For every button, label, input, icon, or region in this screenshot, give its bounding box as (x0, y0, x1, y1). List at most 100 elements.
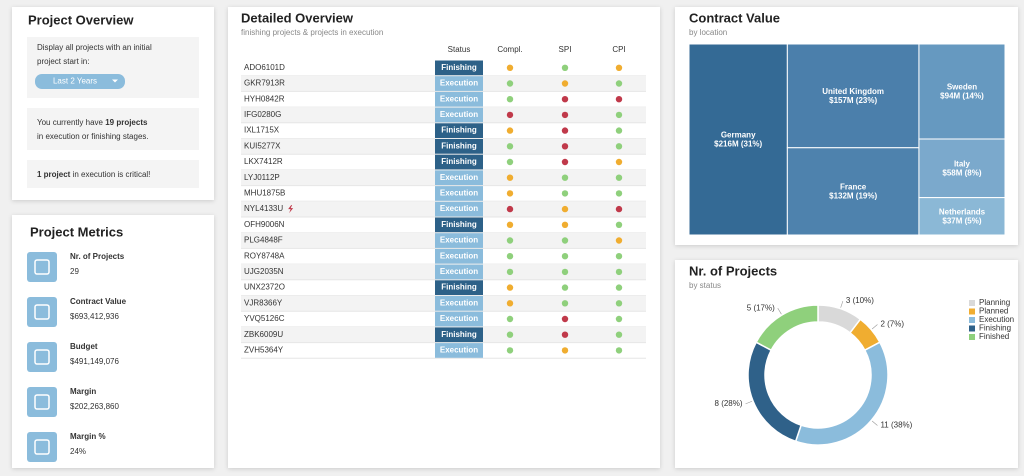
status-dot (561, 143, 569, 150)
status-label: Finishing (441, 283, 477, 292)
status-badge (435, 154, 483, 170)
status-label: Finishing (441, 157, 477, 166)
status-dot (615, 237, 623, 244)
status-dot (615, 111, 623, 119)
tile-label: Sweden (947, 83, 977, 92)
critical-icon (288, 205, 294, 214)
project-id: ZBK6009U (244, 330, 283, 339)
tile-label: Netherlands (939, 207, 986, 216)
treemap-tile (786, 43, 920, 149)
metric-icon (27, 297, 57, 327)
status-dot (561, 331, 569, 338)
status-dot (506, 96, 514, 103)
status-dot (506, 174, 514, 181)
text: Display all projects with an initial (37, 43, 152, 52)
chart-subtitle: by location (689, 28, 727, 37)
status-label: Finishing (441, 141, 477, 150)
status-label: Execution (440, 79, 478, 88)
dropdown[interactable] (35, 74, 125, 89)
status-dot (615, 221, 623, 228)
column-header: Compl. (497, 45, 522, 54)
status-label: Execution (440, 298, 478, 307)
status-dot (561, 96, 569, 103)
project-id: UJG2035N (244, 267, 284, 276)
legend-label: Planned (979, 307, 1008, 316)
status-dot (506, 300, 514, 307)
text: in execution or finishing stages. (37, 132, 149, 141)
project-id: NYL4133U (244, 204, 283, 213)
legend-swatch (969, 317, 975, 323)
status-dot (506, 221, 514, 228)
metric-icon-glyph (34, 394, 50, 410)
panel-title: Detailed Overview (241, 10, 354, 25)
status-badge (435, 264, 483, 280)
status-dot (615, 268, 623, 276)
status-dot (615, 347, 623, 354)
status-label: Finishing (441, 126, 477, 135)
metric-value: $693,412,936 (70, 312, 119, 321)
status-dot (615, 190, 623, 197)
metric-icon-glyph (34, 439, 50, 455)
status-dot (615, 284, 623, 291)
donut-segment (755, 304, 819, 352)
tile-label: France (840, 182, 867, 191)
status-badge (435, 107, 483, 123)
project-id: OFH9006N (244, 220, 285, 229)
status-dot (561, 80, 569, 87)
treemap-tile (918, 138, 1006, 199)
dropdown-label[interactable]: Last 2 Years (53, 77, 97, 86)
project-id: PLG4848F (244, 236, 283, 245)
status-dot (615, 64, 623, 72)
status-dot (561, 253, 569, 260)
status-dot (561, 174, 569, 181)
status-badge (435, 280, 483, 295)
legend-swatch (969, 334, 975, 340)
legend-label: Finished (979, 332, 1009, 341)
status-label: Finishing (441, 63, 477, 72)
text: 1 project in execution is critical! (37, 170, 150, 179)
column-header: Status (448, 45, 471, 54)
metric-label: Nr. of Projects (70, 252, 125, 261)
column-header: CPI (612, 45, 625, 54)
legend-label: Execution (979, 315, 1014, 324)
status-label: Execution (440, 94, 478, 103)
status-dot (506, 80, 514, 87)
status-dot (561, 127, 569, 134)
metric-icon-glyph (34, 349, 50, 365)
status-dot (615, 300, 623, 307)
status-badge (435, 186, 483, 201)
project-id: UNX2372O (244, 283, 285, 292)
dropdown-arrow[interactable] (112, 79, 118, 83)
text: You currently have (37, 118, 104, 127)
legend-swatch (969, 308, 975, 315)
status-dot (615, 96, 623, 103)
metric-label: Contract Value (70, 297, 127, 306)
status-dot (561, 315, 569, 323)
status-dot (561, 111, 569, 119)
text: 19 projects (105, 118, 148, 127)
leader-line (777, 308, 782, 315)
tile-value: $94M (14%) (940, 92, 984, 101)
metric-icon (27, 342, 57, 372)
tile-value: $37M (5%) (942, 216, 981, 225)
status-badge (435, 343, 483, 358)
status-dot (506, 253, 514, 260)
status-label: Execution (440, 314, 478, 323)
status-label: Execution (440, 204, 478, 213)
project-id: MHU1875B (244, 189, 285, 198)
status-dot (615, 174, 623, 181)
panel-title: Project Overview (28, 12, 134, 27)
legend-swatch (969, 300, 975, 306)
status-badge (435, 170, 483, 186)
status-dot (506, 331, 514, 338)
metric-icon (27, 252, 57, 282)
status-dot (506, 315, 514, 323)
status-dot (615, 205, 623, 213)
metric-value: 29 (70, 267, 79, 276)
metric-icon-glyph (34, 259, 50, 275)
status-badge (435, 296, 483, 311)
status-dot (615, 80, 623, 87)
donut-label: 11 (38%) (880, 421, 912, 430)
status-dot (506, 143, 514, 150)
